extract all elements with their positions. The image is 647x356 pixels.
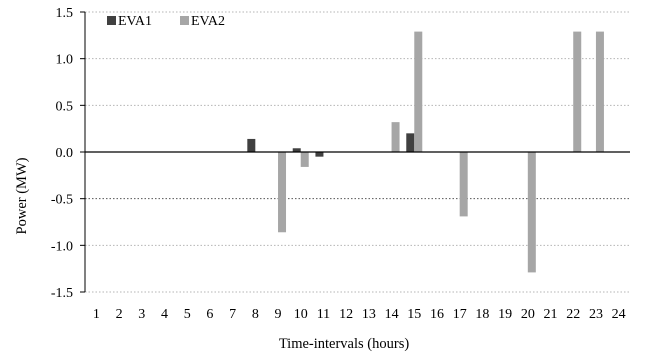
bar-eva2-23 [595, 31, 604, 153]
bar-eva1-10 [292, 148, 301, 152]
x-tick-label: 19 [498, 307, 512, 322]
x-tick-label: 10 [294, 307, 308, 322]
x-tick-label: 17 [453, 307, 467, 322]
x-tick-label: 5 [184, 307, 191, 322]
bar-eva2-22 [573, 31, 582, 153]
x-tick-label: 2 [116, 307, 123, 322]
x-tick-labels: 1 2 3 4 5 6 7 8 9 10 11 12 13 14 15 16 17 18 19 20 21 22 23 24 [93, 307, 626, 322]
y-tick-label: 1.5 [56, 6, 74, 21]
x-tick-label: 22 [566, 307, 580, 322]
bars [247, 31, 604, 273]
y-tick-label: 0.0 [56, 146, 74, 161]
x-tick-label: 14 [385, 307, 399, 322]
x-tick-label: 21 [544, 307, 558, 322]
bar-eva1-15 [406, 133, 415, 152]
x-tick-label: 3 [138, 307, 145, 322]
y-tick-label: 1.0 [56, 53, 74, 68]
y-tick-label: -1.0 [51, 239, 73, 254]
x-tick-label: 16 [430, 307, 444, 322]
legend-label-eva2: EVA2 [191, 14, 225, 29]
bar-eva1-8 [247, 138, 256, 152]
x-tick-label: 15 [407, 307, 421, 322]
y-tick-label: -0.5 [51, 193, 73, 208]
y-tick-labels: 1.5 1.0 0.5 0.0 -0.5 -1.0 -1.5 [51, 6, 73, 301]
x-tick-label: 18 [475, 307, 489, 322]
y-tick-label: 0.5 [56, 99, 74, 114]
legend-swatch-eva1 [107, 16, 116, 25]
x-tick-label: 23 [589, 307, 603, 322]
x-tick-label: 13 [362, 307, 376, 322]
bar-eva2-10 [300, 152, 309, 167]
legend: EVA1 EVA2 [107, 14, 225, 29]
y-tick-label: -1.5 [51, 286, 73, 301]
x-tick-label: 12 [339, 307, 353, 322]
bar-eva1-11 [315, 152, 324, 157]
bar-eva2-9 [278, 152, 287, 233]
x-tick-label: 9 [275, 307, 282, 322]
x-tick-label: 8 [252, 307, 259, 322]
bar-eva2-15 [414, 31, 423, 153]
bar-eva2-14 [391, 122, 400, 152]
legend-label-eva1: EVA1 [118, 14, 152, 29]
x-axis-title: Time-intervals (hours) [279, 336, 410, 352]
x-tick-label: 4 [161, 307, 168, 322]
bar-eva2-20 [527, 152, 536, 273]
y-axis-title: Power (MW) [14, 157, 30, 234]
x-tick-label: 6 [206, 307, 213, 322]
x-tick-label: 7 [229, 307, 236, 322]
x-tick-label: 1 [93, 307, 100, 322]
x-tick-label: 20 [521, 307, 535, 322]
bar-eva2-17 [459, 152, 468, 217]
x-tick-label: 24 [612, 307, 626, 322]
x-tick-label: 11 [317, 307, 330, 322]
axes [80, 11, 630, 293]
legend-swatch-eva2 [180, 16, 189, 25]
